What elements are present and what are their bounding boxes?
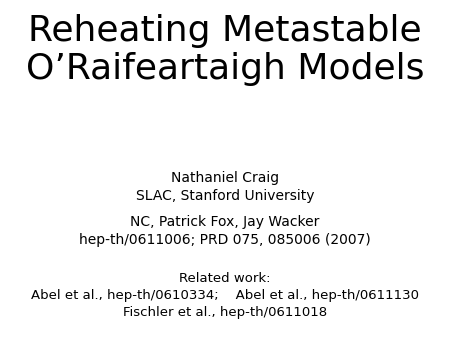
Text: NC, Patrick Fox, Jay Wacker
hep-th/0611006; PRD 075, 085006 (2007): NC, Patrick Fox, Jay Wacker hep-th/06110… [79, 215, 371, 247]
Text: Related work:
Abel et al., hep-th/0610334;    Abel et al., hep-th/0611130
Fischl: Related work: Abel et al., hep-th/061033… [31, 272, 419, 319]
Text: Nathaniel Craig
SLAC, Stanford University: Nathaniel Craig SLAC, Stanford Universit… [136, 171, 314, 203]
Text: Reheating Metastable
O’Raifeartaigh Models: Reheating Metastable O’Raifeartaigh Mode… [26, 14, 424, 86]
